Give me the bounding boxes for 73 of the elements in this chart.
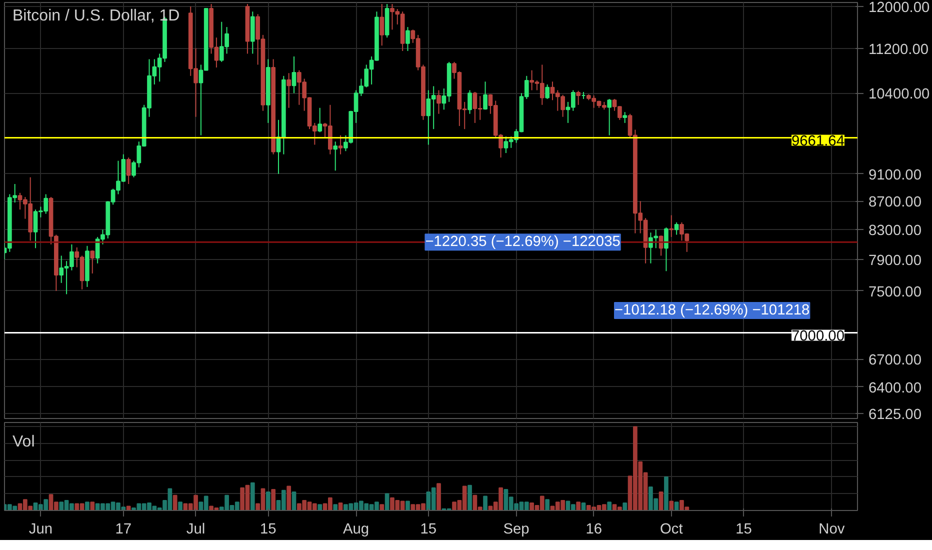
- y-tick-label: 6400.00: [868, 380, 922, 396]
- x-tick-label: Aug: [343, 522, 370, 538]
- ref-line-label: 9661.64: [792, 134, 844, 150]
- candlestick: [576, 90, 581, 106]
- bar: [292, 492, 296, 510]
- candlestick: [126, 157, 131, 184]
- bar: [318, 504, 322, 510]
- bar: [436, 483, 441, 510]
- candlestick: [406, 26, 410, 52]
- chart-title: Bitcoin / U.S. Dollar, 1D: [12, 8, 180, 24]
- bar: [380, 504, 384, 510]
- x-tick-label: Jun: [28, 522, 53, 538]
- candlestick: [380, 4, 384, 46]
- candlestick: [338, 134, 343, 155]
- bar: [333, 504, 338, 510]
- annotation: −1012.18 (−12.69%) −101218: [614, 302, 810, 318]
- bar: [406, 500, 410, 510]
- candlestick: [607, 98, 612, 136]
- bar: [286, 486, 292, 510]
- x-tick-label: 15: [420, 522, 437, 538]
- y-tick-label: 7500.00: [868, 284, 922, 300]
- bar: [607, 502, 612, 510]
- chart-title: Vol: [12, 434, 35, 450]
- y-tick-label: 10400.00: [868, 86, 930, 103]
- x-tick-label: Oct: [660, 522, 683, 538]
- candlestick: [318, 107, 322, 133]
- candlestick: [674, 222, 679, 236]
- bar: [384, 493, 390, 510]
- bar: [178, 502, 182, 510]
- bar: [669, 500, 674, 510]
- candlestick: [292, 56, 296, 94]
- x-tick-label: 15: [260, 522, 276, 538]
- annotation: −1220.35 (−12.69%) −122035: [425, 234, 620, 250]
- candlestick: [436, 90, 441, 114]
- candlestick: [286, 72, 292, 108]
- bar: [250, 482, 255, 510]
- y-tick-label: 8700.00: [868, 194, 922, 211]
- bar: [172, 494, 178, 510]
- bar: [674, 502, 679, 510]
- bar: [545, 499, 550, 510]
- candlestick: [333, 141, 338, 172]
- candlestick: [90, 250, 95, 274]
- candlestick: [622, 112, 628, 124]
- bar: [483, 496, 488, 510]
- bar: [126, 506, 131, 510]
- x-tick-label: 17: [115, 522, 132, 538]
- bar: [622, 502, 628, 510]
- bar: [664, 476, 668, 510]
- y-tick-label: 6700.00: [868, 352, 922, 369]
- bar: [85, 502, 90, 510]
- x-tick-label: Sep: [503, 522, 530, 538]
- y-tick-label: 11200.00: [868, 42, 929, 58]
- bar: [468, 484, 472, 510]
- x-tick-label: 15: [736, 522, 752, 538]
- bar: [90, 502, 95, 510]
- bar: [271, 489, 276, 510]
- y-tick-label: 6125.00: [868, 407, 922, 424]
- x-tick-label: Nov: [818, 522, 846, 538]
- candlestick: [468, 90, 472, 114]
- x-tick-label: Jul: [186, 522, 206, 538]
- x-tick-label: 16: [586, 522, 602, 538]
- y-tick-label: 12000.00: [868, 0, 930, 16]
- y-tick-label: 9100.00: [868, 167, 922, 184]
- candlestick: [483, 81, 488, 110]
- y-tick-label: 7900.00: [868, 253, 922, 270]
- ref-line-label: 7000.00: [792, 328, 844, 345]
- y-tick-label: 8300.00: [868, 223, 922, 240]
- candlestick: [664, 226, 668, 272]
- bar: [658, 492, 664, 510]
- candlestick: [669, 214, 674, 238]
- bar: [576, 502, 581, 510]
- candlestick: [545, 84, 550, 100]
- bar: [266, 492, 270, 510]
